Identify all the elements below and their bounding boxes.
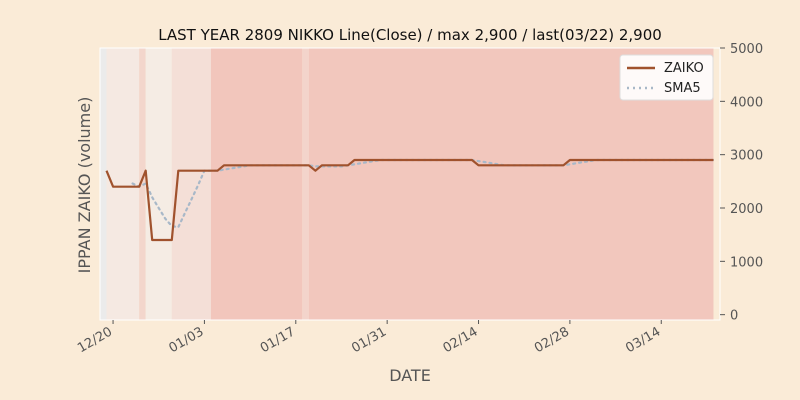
x-tick-label: 01/03 bbox=[166, 324, 206, 356]
legend-box bbox=[619, 54, 714, 101]
background-bands bbox=[100, 48, 714, 320]
legend: ZAIKO SMA5 bbox=[619, 54, 714, 101]
legend-label-sma5: SMA5 bbox=[664, 81, 701, 96]
background-band-0 bbox=[100, 48, 107, 320]
background-band-5 bbox=[210, 48, 303, 320]
chart-title: LAST YEAR 2809 NIKKO Line(Close) / max 2… bbox=[158, 26, 662, 44]
y-axis: 0 1000 2000 3000 4000 5000 bbox=[720, 42, 763, 324]
plot-area bbox=[99, 47, 721, 321]
y-axis-label: IPPAN ZAIKO (volume) bbox=[75, 97, 94, 274]
background-band-2 bbox=[139, 48, 146, 320]
y-tick-label: 2000 bbox=[730, 202, 763, 217]
background-band-3 bbox=[145, 48, 172, 320]
x-tick-label: 02/28 bbox=[532, 324, 572, 356]
series-lines bbox=[105, 158, 715, 242]
series-line-zaiko bbox=[105, 158, 714, 242]
y-tick-label: 1000 bbox=[730, 255, 763, 270]
x-tick-label: 01/17 bbox=[258, 324, 298, 356]
x-tick-label: 12/20 bbox=[75, 324, 115, 356]
background-band-6 bbox=[302, 48, 309, 320]
y-tick-label: 5000 bbox=[730, 42, 763, 57]
background-band-4 bbox=[171, 48, 211, 320]
y-tick-label: 0 bbox=[730, 309, 738, 324]
legend-label-zaiko: ZAIKO bbox=[664, 61, 704, 76]
y-tick-label: 3000 bbox=[730, 149, 763, 164]
x-tick-label: 03/14 bbox=[623, 324, 663, 356]
x-axis: 12/20 01/03 01/17 01/31 02/14 02/28 03/14 bbox=[75, 320, 663, 356]
x-tick-label: 02/14 bbox=[441, 324, 481, 356]
x-tick-label: 01/31 bbox=[349, 324, 389, 356]
y-tick-label: 4000 bbox=[730, 95, 763, 110]
x-axis-label: DATE bbox=[389, 366, 431, 385]
